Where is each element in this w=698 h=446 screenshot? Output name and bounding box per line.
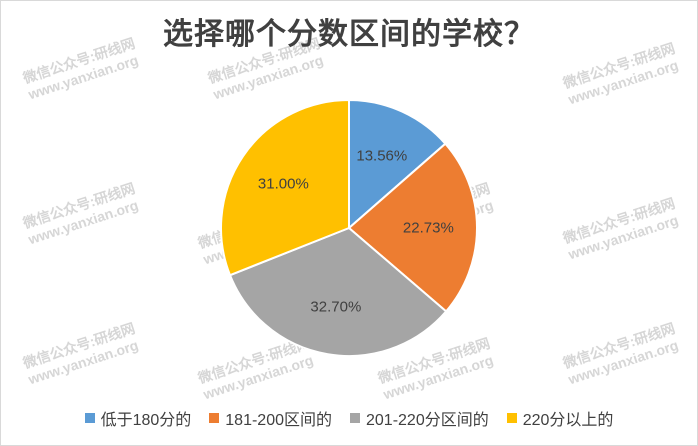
legend-label: 201-220分区间的 bbox=[366, 412, 489, 429]
slice-label-2: 22.73% bbox=[403, 220, 454, 237]
legend-item-2: 181-200区间的 bbox=[209, 406, 332, 430]
legend-item-4: 220分以上的 bbox=[506, 406, 614, 430]
legend-item-1: 低于180分的 bbox=[84, 406, 192, 430]
pie-slice-4 bbox=[220, 98, 350, 277]
legend-label: 220分以上的 bbox=[522, 412, 614, 429]
legend-item-3: 201-220分区间的 bbox=[350, 406, 489, 430]
slice-label-1: 13.56% bbox=[356, 148, 407, 165]
legend-label: 181-200区间的 bbox=[225, 412, 332, 429]
legend-swatch bbox=[209, 413, 220, 423]
legend-swatch bbox=[84, 413, 95, 423]
legend-swatch bbox=[506, 413, 517, 423]
pie-slice-2 bbox=[347, 142, 478, 313]
pie-slice-1 bbox=[348, 98, 447, 231]
slice-label-3: 32.70% bbox=[310, 298, 361, 315]
chart-legend: 低于180分的 181-200区间的 201-220分区间的 220分以上的 bbox=[1, 406, 697, 430]
chart-title: 选择哪个分数区间的学校？ bbox=[163, 17, 535, 52]
legend-label: 低于180分的 bbox=[100, 412, 192, 429]
pie-slice-3 bbox=[228, 226, 448, 357]
legend-swatch bbox=[350, 413, 360, 423]
slice-label-4: 31.00% bbox=[258, 175, 309, 192]
